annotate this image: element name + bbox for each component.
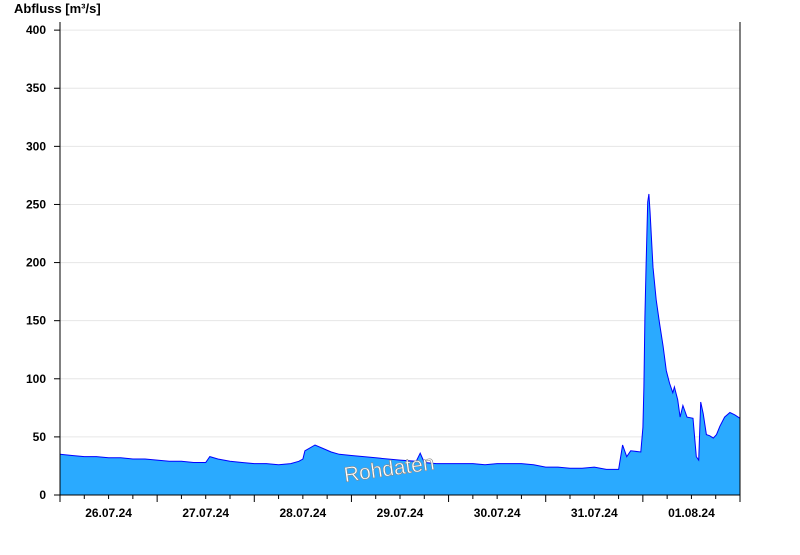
x-ticks: 26.07.24 27.07.24 28.07.24 29.07.24 30.07.24… [59, 495, 741, 520]
x-tick-label: 26.07.24 [85, 506, 132, 520]
x-tick-label: 28.07.24 [279, 506, 326, 520]
x-tick-label: 01.08.24 [668, 506, 715, 520]
x-tick-label: 29.07.24 [377, 506, 424, 520]
gridlines [60, 29, 740, 438]
y-tick-label: 350 [26, 81, 46, 95]
y-tick-label: 300 [26, 139, 46, 153]
y-tick-label: 400 [26, 23, 46, 37]
y-axis-label: Abfluss [m³/s] [14, 1, 101, 16]
axes [59, 22, 741, 496]
series-line [59, 193, 741, 470]
y-ticks: 0 50 100 150 200 250 300 350 400 [26, 23, 60, 502]
data-area [59, 193, 741, 495]
y-tick-label: 200 [26, 256, 46, 270]
x-tick-label: 27.07.24 [182, 506, 229, 520]
x-tick-label: 30.07.24 [474, 506, 521, 520]
y-tick-label: 50 [33, 430, 47, 444]
y-tick-label: 0 [39, 488, 46, 502]
y-tick-label: 150 [26, 314, 46, 328]
area-fill [60, 194, 740, 495]
y-tick-label: 250 [26, 197, 46, 211]
x-tick-label: 31.07.24 [571, 506, 618, 520]
y-tick-label: 100 [26, 372, 46, 386]
